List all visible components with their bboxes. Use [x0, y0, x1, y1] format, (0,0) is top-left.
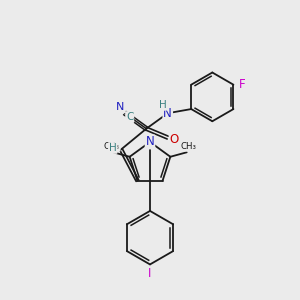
- Text: C: C: [126, 112, 134, 122]
- Text: O: O: [170, 134, 179, 146]
- Text: H: H: [109, 143, 117, 153]
- Text: N: N: [146, 136, 154, 148]
- Text: I: I: [148, 267, 152, 280]
- Text: N: N: [164, 107, 172, 120]
- Text: N: N: [116, 102, 125, 112]
- Text: F: F: [238, 78, 245, 91]
- Text: H: H: [158, 100, 166, 110]
- Text: CH₃: CH₃: [104, 142, 120, 151]
- Text: CH₃: CH₃: [180, 142, 196, 151]
